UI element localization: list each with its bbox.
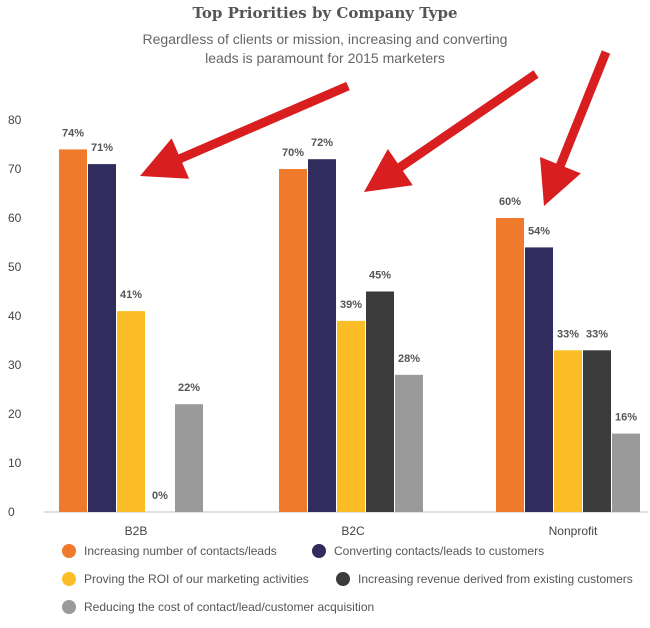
category-label: B2B — [125, 524, 148, 538]
data-label: 39% — [340, 299, 362, 311]
legend-swatch — [336, 572, 350, 586]
legend-label: Increasing number of contacts/leads — [84, 544, 277, 558]
bar-b2b-series-3 — [117, 311, 145, 512]
subtitle-line-2: leads is paramount for 2015 marketers — [205, 50, 445, 66]
bar-b2b-series-5 — [175, 404, 203, 512]
legend-item: Proving the ROI of our marketing activit… — [62, 572, 309, 586]
data-label: 41% — [120, 289, 142, 301]
data-label: 74% — [62, 127, 84, 139]
bar-chart: 0 10 20 30 40 50 60 70 80 74% 70% 60% 71% 72% 54% 41% 39… — [8, 50, 648, 538]
data-label: 45% — [369, 270, 391, 282]
y-tick-label: 80 — [8, 113, 22, 127]
y-tick-label: 10 — [8, 456, 22, 470]
bar-nonprofit-series-3 — [554, 350, 582, 512]
arrow-head — [364, 148, 413, 192]
bar-b2c-series-4 — [366, 291, 394, 512]
legend-swatch — [62, 572, 76, 586]
chart-title: Top Priorities by Company Type — [192, 4, 458, 22]
bar-nonprofit-series-5 — [612, 433, 640, 512]
data-label: 70% — [282, 147, 304, 159]
bar-nonprofit-series-2 — [525, 247, 553, 512]
bar-nonprofit-series-4 — [583, 350, 611, 512]
legend-item: Reducing the cost of contact/lead/custom… — [62, 600, 374, 614]
y-tick-label: 30 — [8, 358, 22, 372]
bar-b2c-series-2 — [308, 159, 336, 512]
data-label: 33% — [557, 328, 579, 340]
data-label: 16% — [615, 412, 637, 424]
bar-b2b-series-1 — [59, 149, 87, 512]
annotation-arrow-b2c — [364, 70, 539, 192]
arrow-shaft — [394, 70, 539, 174]
y-tick-label: 20 — [8, 407, 22, 421]
y-tick-label: 0 — [8, 505, 15, 519]
data-label: 71% — [91, 142, 113, 154]
legend-item: Increasing revenue derived from existing… — [336, 572, 633, 586]
data-label: 0% — [152, 490, 168, 502]
data-label: 60% — [499, 196, 521, 208]
bar-b2b-series-2 — [88, 164, 116, 512]
legend-label: Converting contacts/leads to customers — [334, 544, 545, 558]
data-label: 22% — [178, 382, 200, 394]
data-label: 72% — [311, 137, 333, 149]
category-label: B2C — [341, 524, 365, 538]
data-label: 28% — [398, 353, 420, 365]
y-tick-label: 70 — [8, 162, 22, 176]
data-label: 54% — [528, 225, 550, 237]
legend-swatch — [62, 600, 76, 614]
y-tick-label: 40 — [8, 309, 22, 323]
legend-item: Increasing number of contacts/leads — [62, 544, 277, 558]
legend-label: Proving the ROI of our marketing activit… — [84, 572, 309, 586]
legend-swatch — [62, 544, 76, 558]
arrow-shaft — [554, 50, 611, 171]
bar-b2c-series-3 — [337, 320, 365, 512]
arrow-head — [540, 156, 581, 206]
y-tick-label: 50 — [8, 260, 22, 274]
y-tick-label: 60 — [8, 211, 22, 225]
legend-item: Converting contacts/leads to customers — [312, 544, 544, 558]
legend-swatch — [312, 544, 326, 558]
arrow-shaft — [174, 81, 350, 165]
annotation-arrow-nonprofit — [540, 50, 611, 206]
legend-label: Reducing the cost of contact/lead/custom… — [84, 600, 375, 614]
arrow-head — [140, 138, 190, 179]
bar-b2c-series-1 — [279, 169, 307, 512]
bar-nonprofit-series-1 — [496, 218, 524, 512]
annotation-arrow-b2b — [140, 81, 350, 179]
legend-label: Increasing revenue derived from existing… — [358, 572, 633, 586]
subtitle-line-1: Regardless of clients or mission, increa… — [142, 31, 508, 47]
bar-b2c-series-5 — [395, 374, 423, 512]
category-label: Nonprofit — [549, 524, 598, 538]
chart-subtitle: Regardless of clients or mission, increa… — [0, 30, 650, 68]
data-label: 33% — [586, 328, 608, 340]
